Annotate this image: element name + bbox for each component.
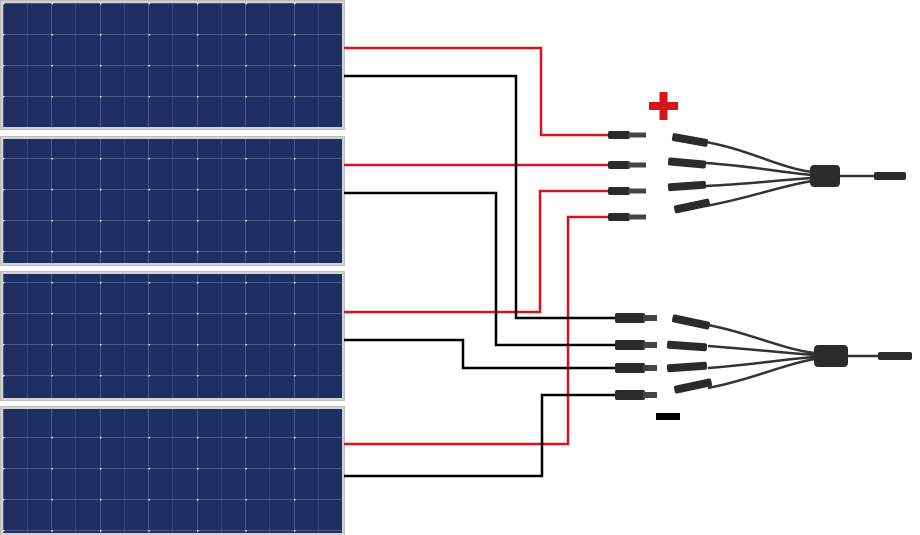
- positive-branch-connector: [667, 133, 906, 214]
- panel-4-positive-wire: [344, 215, 612, 446]
- panel-3-negative-wire: [344, 338, 618, 370]
- mc4-connector-positive-4: [608, 213, 646, 221]
- mc4-connector-positive-2: [608, 161, 646, 169]
- panel-3: [0, 271, 345, 401]
- negative-symbol: [656, 413, 680, 420]
- panel-2: [0, 136, 345, 266]
- panel-1-positive-wire: [344, 46, 612, 137]
- mc4-connector-negative-2: [615, 340, 657, 350]
- negative-branch-connector: [666, 314, 912, 394]
- panel-1-negative-wire: [344, 74, 618, 320]
- mc4-connector-negative-3: [615, 363, 657, 373]
- panel-4-negative-wire: [344, 393, 618, 478]
- mc4-connector-negative-4: [615, 390, 657, 400]
- mc4-connector-positive-3: [608, 187, 646, 195]
- panel-2-negative-wire: [344, 191, 618, 347]
- panel-1: [0, 0, 345, 130]
- panel-4: [0, 406, 345, 535]
- mc4-connector-negative-1: [615, 313, 657, 323]
- positive-symbol: [649, 92, 678, 120]
- panel-3-positive-wire: [344, 189, 612, 314]
- mc4-connector-positive-1: [608, 131, 646, 139]
